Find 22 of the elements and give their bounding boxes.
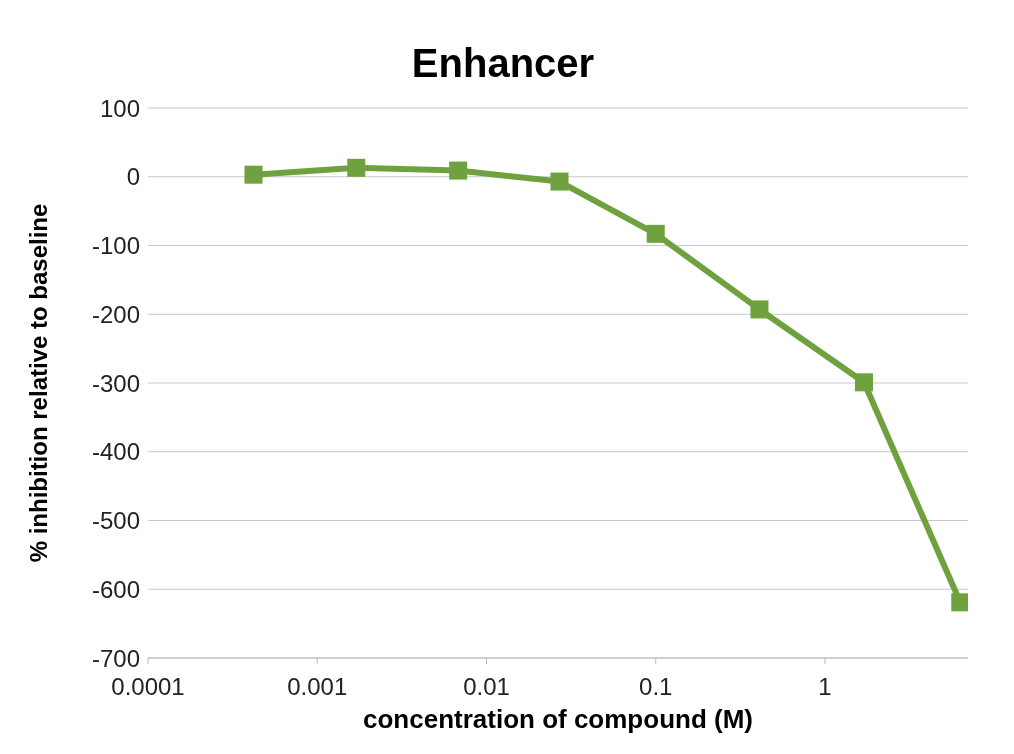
y-tick-label: -700 (91, 644, 140, 672)
point (951, 593, 968, 612)
x-tick-label: 1 (818, 673, 832, 701)
y-axis-title: % inhibition relative to baseline (24, 203, 52, 563)
chart-title: Enhancer (411, 41, 595, 85)
y-tick-label: 0 (126, 163, 140, 191)
x-tick-label: 0.001 (287, 673, 348, 701)
y-tick-label: 100 (99, 94, 140, 122)
y-tick-label: -100 (91, 232, 140, 260)
y-tick-label: -400 (91, 438, 140, 466)
x-tick-label: 0.1 (639, 673, 673, 701)
point (550, 172, 569, 191)
x-axis-title: concentration of compound (M) (363, 704, 753, 734)
y-tick-label: -300 (91, 369, 140, 397)
y-tick-label: -500 (91, 507, 140, 535)
y-tick-label: -200 (91, 300, 140, 328)
point (449, 161, 468, 180)
x-tick-label: 0.01 (463, 673, 510, 701)
point (347, 158, 366, 177)
point (750, 300, 769, 319)
x-tick-label: 0.0001 (111, 673, 185, 701)
y-tick-label: -600 (91, 575, 140, 603)
